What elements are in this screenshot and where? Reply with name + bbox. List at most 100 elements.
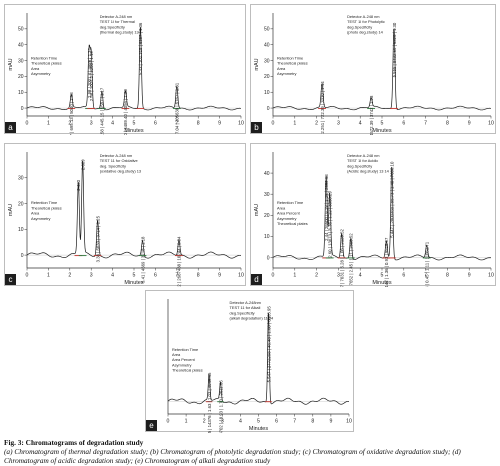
peak-label: 3.58 | 445.15 | 5587 | 1.17 xyxy=(100,87,105,135)
x-tick-label: 4 xyxy=(239,419,242,425)
info-line: Area xyxy=(31,211,40,216)
x-tick-label: 5 xyxy=(133,273,136,279)
x-tick-label: 1 xyxy=(185,419,188,425)
chromatogram-trace xyxy=(272,28,492,111)
peak-label: 5.27 | 43142 | 1.36 | 0.93 | 9515.97 xyxy=(384,237,389,287)
legend-line: Detector A-248 nm xyxy=(347,14,379,19)
legend-line: TEST 1I for Thermal xyxy=(100,19,135,24)
y-tick-label: 0 xyxy=(267,106,270,112)
info-line: Area xyxy=(172,352,181,357)
panel-label: a xyxy=(5,122,16,133)
peak-label: 4.507 | 4572.39 | 3742 | 1.23 xyxy=(369,95,374,135)
y-tick-label: 50 xyxy=(264,27,270,33)
x-tick-label: 8 xyxy=(446,121,449,127)
info-line: Asymmetry xyxy=(277,71,297,76)
legend-line: Detector A-248 nm xyxy=(347,153,379,158)
x-tick-label: 7 xyxy=(293,419,296,425)
peak-label: 3.147 | 7031 | 5.28 | 1.06 | 2128.52 xyxy=(339,229,344,287)
x-tick-label: 9 xyxy=(468,273,471,279)
legend-line: (photo deg.study) 14 xyxy=(347,30,384,35)
x-tick-label: 1 xyxy=(293,121,296,127)
x-tick-label: 8 xyxy=(311,419,314,425)
x-tick-label: 10 xyxy=(238,121,244,127)
x-tick-label: 10 xyxy=(238,273,244,279)
x-tick-label: 0 xyxy=(272,273,275,279)
y-tick-label: 40 xyxy=(264,171,270,177)
legend-line: Detector A-248nm xyxy=(230,300,261,305)
y-tick-label: 20 xyxy=(18,201,24,207)
legend-line: Detector A-248 nm xyxy=(100,153,132,158)
x-axis-label: Minutes xyxy=(124,128,144,134)
x-axis-label: Minutes xyxy=(249,426,269,432)
x-tick-label: 6 xyxy=(154,273,157,279)
info-line: Area xyxy=(277,205,286,210)
y-tick-label: 30 xyxy=(18,176,24,182)
y-tick-label: 0 xyxy=(267,255,270,261)
legend-line: TEST 1I for Photolytic xyxy=(347,19,385,24)
panel-a: 0 1 2 3 4 5 6 7 8 9 10 0 10 20 30 40 50 Minutes mAU 2.07 | … xyxy=(4,4,246,135)
info-line: Retention Time xyxy=(172,347,198,352)
x-axis-label: Minutes xyxy=(124,280,144,286)
peak-label: 2.420 xyxy=(76,179,81,190)
y-tick-label: 20 xyxy=(264,74,270,80)
peak-label: 7.04 | 205638 | 6167 | 1.31 xyxy=(175,82,180,134)
x-tick-label: 3 xyxy=(221,419,224,425)
x-tick-label: 10 xyxy=(488,121,494,127)
x-tick-label: 5 xyxy=(381,273,384,279)
panel-e: 0 1 2 3 4 5 6 7 8 9 10 Minutes 2.275 | 14376 | 1.63 … xyxy=(145,290,354,433)
info-line: Theoretical plates xyxy=(277,61,308,66)
info-line: Area xyxy=(31,66,40,71)
peak-label: 5.33 | 102.315 | 6387 | 1.36 xyxy=(138,22,143,75)
legend-line: (oxidative deg.study) 13 xyxy=(100,169,141,174)
x-tick-label: 9 xyxy=(218,273,221,279)
peak-label: 5.555 | 8432.59 | 6326 | 1.30 xyxy=(392,22,397,77)
chromatogram-trace xyxy=(26,27,242,111)
x-tick-label: 2 xyxy=(315,121,318,127)
x-tick-label: 8 xyxy=(197,121,200,127)
peak-label: 2.96 | 1004.2 | 3290 | 1.19 xyxy=(89,51,94,102)
x-tick-label: 1 xyxy=(293,273,296,279)
chromatogram-trace xyxy=(167,313,350,405)
y-tick-label: 20 xyxy=(264,213,270,219)
chart-svg: 0 1 2 3 4 5 6 7 8 9 10 0 10 20 30 40 50 Minutes mAU 2.07 | … xyxy=(8,13,244,135)
peak-label: 2.44 | 26500 | 6.28 | 1.25 | 2352.68 xyxy=(324,174,329,241)
x-tick-label: 10 xyxy=(488,273,494,279)
x-tick-label: 5 xyxy=(257,419,260,425)
y-tick-label: 10 xyxy=(18,90,24,96)
info-line: Asymmetry xyxy=(31,71,51,76)
y-axis-label: mAU xyxy=(8,204,14,216)
y-tick-label: 0 xyxy=(21,106,24,112)
y-axis-label: mAU xyxy=(8,58,14,70)
legend-line: deg.Specificity xyxy=(230,310,255,315)
panel-label: e xyxy=(146,420,157,431)
x-tick-label: 4 xyxy=(111,121,114,127)
x-tick-label: 4 xyxy=(111,273,114,279)
y-tick-label: 30 xyxy=(264,58,270,64)
peak-label: 2.275 | 14376 | 1.63 | 1.03 | 4945.45 xyxy=(207,372,212,433)
x-tick-label: 3 xyxy=(337,121,340,127)
x-tick-label: 7 xyxy=(175,121,178,127)
x-tick-label: 0 xyxy=(272,121,275,127)
figure-title: Fig. 3: Chromatograms of degradation stu… xyxy=(4,438,144,447)
x-axis-label: Minutes xyxy=(372,128,392,134)
info-line: Theoretical plates xyxy=(277,221,308,226)
legend-line: deg.Specificity xyxy=(347,163,372,168)
x-tick-label: 4 xyxy=(359,273,362,279)
figure-description: (a) Chromatogram of thermal degradation … xyxy=(4,447,461,466)
info-line: Theoretical plates xyxy=(172,368,203,373)
legend-line: deg.Specificity xyxy=(100,24,125,29)
peak-label: 5.41 | 4669 | 3718 | 1.18 xyxy=(140,236,145,283)
y-tick-label: 50 xyxy=(18,27,24,33)
x-tick-label: 9 xyxy=(329,419,332,425)
legend-line: TEST 1I for Acidic xyxy=(347,158,378,163)
x-tick-label: 6 xyxy=(275,419,278,425)
y-axis-label: mAU xyxy=(254,204,260,216)
figure-caption: Fig. 3: Chromatograms of degradation stu… xyxy=(4,438,496,466)
chart-svg: 0 1 2 3 4 5 6 7 8 9 10 0 10 20 30 40 50 Minutes mAU 2.251 |… xyxy=(254,13,494,135)
chromatogram-trace xyxy=(26,160,242,259)
peak-label: 2.98 | 2001.4 | 4986 | 1.32 xyxy=(87,47,92,98)
info-line: Area Percent xyxy=(277,211,301,216)
x-tick-label: 2 xyxy=(203,419,206,425)
y-axis-label: mAU xyxy=(254,58,260,70)
x-tick-label: 0 xyxy=(26,121,29,127)
